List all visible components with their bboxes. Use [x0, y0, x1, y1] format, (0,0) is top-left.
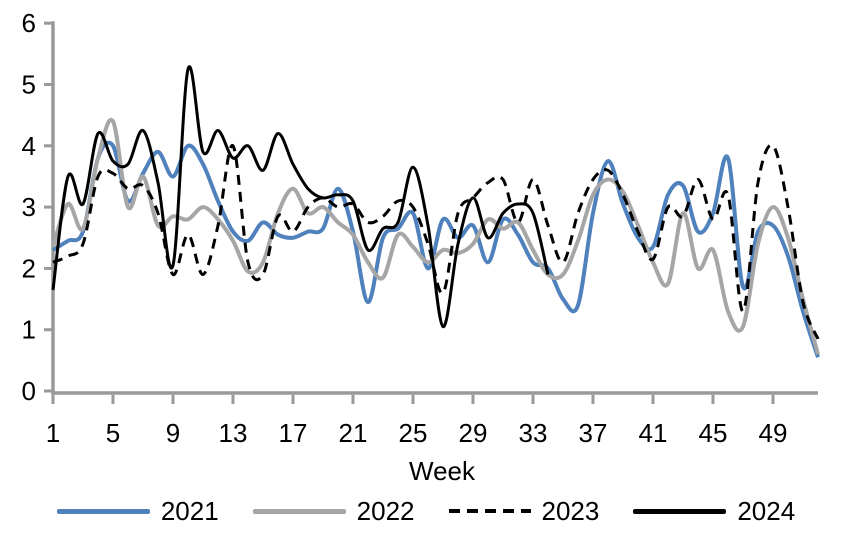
- y-tick-label: 3: [22, 192, 36, 222]
- legend-swatch-2022-line: [252, 508, 346, 514]
- series-line-2021: [51, 140, 820, 358]
- legend-label-2022: 2022: [356, 496, 415, 526]
- x-tick-label: 9: [166, 418, 180, 448]
- x-tick-label: 17: [279, 418, 308, 448]
- legend-swatch-2023-dashed-line: [448, 509, 531, 513]
- legend-swatch-2024-line: [633, 508, 727, 514]
- y-tick-label: 2: [22, 253, 36, 283]
- x-tick-label: 13: [219, 418, 248, 448]
- y-tick-label: 6: [22, 8, 36, 38]
- y-tick-label: 4: [22, 131, 36, 161]
- y-tick-label: 5: [22, 70, 36, 100]
- legend-item-2021: 2021: [56, 496, 219, 526]
- legend-label-2023: 2023: [541, 496, 600, 526]
- legend-item-2022: 2022: [252, 496, 415, 526]
- legend-label-2024: 2024: [737, 496, 796, 526]
- x-tick-label: 41: [639, 418, 668, 448]
- x-tick-label: 25: [399, 418, 428, 448]
- series-lines: [51, 65, 820, 358]
- x-tick-label: 5: [106, 418, 120, 448]
- legend-item-2024: 2024: [633, 498, 795, 524]
- x-tick-label: 21: [339, 418, 368, 448]
- y-tick-label: 1: [22, 315, 36, 345]
- x-tick-label: 45: [699, 418, 728, 448]
- x-tick-label: 1: [46, 418, 60, 448]
- chart-legend: 2021 2022 2023 2024: [0, 488, 852, 534]
- x-tick-label: 29: [459, 418, 488, 448]
- series-line-2024: [51, 65, 550, 329]
- y-tick-label: 0: [22, 376, 36, 406]
- x-tick-label: 49: [759, 418, 788, 448]
- x-tick-label: 37: [579, 418, 608, 448]
- legend-label-2021: 2021: [160, 496, 219, 526]
- series-line-2023: [52, 143, 820, 340]
- x-axis-title: Week: [409, 456, 476, 486]
- legend-item-2023: 2023: [448, 496, 600, 526]
- legend-swatch-2021-line: [56, 508, 150, 514]
- x-tick-label: 33: [519, 418, 548, 448]
